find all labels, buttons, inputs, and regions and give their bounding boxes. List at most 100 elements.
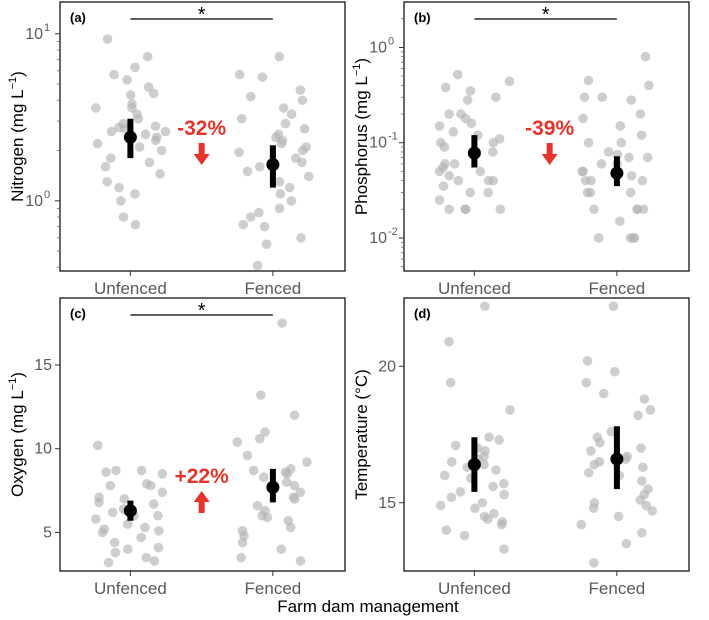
data-point: [286, 196, 297, 206]
data-point: [449, 159, 460, 169]
panel-label: (d): [414, 306, 431, 321]
data-point: [242, 450, 253, 461]
data-point: [637, 175, 648, 186]
data-point: [133, 113, 144, 124]
data-point: [589, 204, 599, 215]
data-point: [297, 95, 308, 106]
data-point: [583, 467, 594, 478]
plot-frame: [59, 1, 346, 272]
data-point: [123, 544, 133, 555]
data-point: [434, 166, 445, 177]
data-point: [470, 503, 480, 514]
significance-star: *: [198, 300, 206, 322]
mean-point: [467, 146, 481, 160]
data-point: [480, 301, 490, 311]
data-point: [487, 147, 498, 157]
data-point: [140, 522, 150, 533]
data-point: [248, 465, 259, 476]
data-point: [97, 527, 108, 538]
mean-point: [467, 458, 481, 472]
data-point: [299, 123, 310, 134]
y-axis-title: Phosphorus (mg L−1): [351, 58, 371, 215]
data-point: [274, 176, 285, 187]
y-tick-label: 20: [378, 358, 396, 375]
data-point: [621, 538, 632, 549]
data-point: [130, 189, 140, 199]
y-tick-label: 15: [34, 357, 52, 374]
data-point: [439, 470, 450, 481]
data-point: [450, 440, 461, 451]
y-axis-title-close: ): [8, 372, 27, 378]
data-point: [633, 410, 643, 421]
data-point: [640, 51, 651, 62]
data-point: [246, 91, 256, 102]
data-point: [141, 552, 152, 563]
data-point: [499, 489, 509, 500]
data-point: [289, 494, 300, 504]
data-point: [586, 446, 596, 456]
data-point: [260, 427, 270, 437]
data-point: [445, 377, 456, 388]
data-point: [150, 121, 161, 131]
x-category-label: Fenced: [589, 579, 646, 598]
y-axis-title-close: ): [8, 71, 27, 77]
data-point: [258, 472, 269, 483]
data-point: [143, 82, 154, 92]
data-point: [118, 212, 129, 222]
data-point: [297, 157, 307, 168]
data-point: [136, 532, 146, 543]
data-point: [101, 467, 111, 477]
data-point: [245, 212, 256, 222]
data-point: [286, 109, 297, 120]
data-point: [597, 92, 608, 103]
significance-star: *: [198, 4, 206, 26]
data-point: [302, 457, 312, 467]
x-category-label: Unfenced: [94, 579, 167, 598]
data-point: [504, 76, 515, 87]
data-point: [446, 457, 457, 467]
data-point: [475, 166, 486, 177]
data-point: [148, 499, 159, 509]
data-point: [116, 196, 126, 206]
data-point: [494, 435, 504, 445]
data-point: [455, 487, 466, 497]
data-point: [446, 492, 457, 503]
panel-d: 15 20 Unfenced Fenced Temperature (°C) (d): [352, 297, 690, 598]
panel-c: 5 10 15 Unfenced Fenced Oxygen (mg L−1) (c) * +2…: [7, 297, 346, 598]
data-point: [448, 127, 459, 137]
data-point: [505, 405, 515, 415]
data-point: [102, 176, 113, 187]
data-point: [444, 204, 455, 215]
y-tick-label: 10: [34, 441, 52, 458]
y-axis-title-text: Temperature (: [352, 394, 371, 500]
data-point: [444, 336, 454, 347]
data-point: [285, 522, 296, 533]
data-point: [150, 135, 161, 146]
data-point: [109, 69, 119, 80]
data-point: [496, 519, 507, 530]
data-point: [598, 388, 609, 399]
y-tick-exponent: 0: [388, 35, 394, 47]
data-point: [281, 477, 292, 488]
data-point: [277, 318, 287, 328]
data-point: [579, 92, 590, 103]
data-point: [111, 465, 121, 476]
data-point: [585, 187, 596, 198]
data-point: [581, 377, 592, 388]
data-point: [465, 187, 475, 198]
data-point: [142, 51, 153, 62]
data-point: [91, 103, 101, 113]
data-point: [644, 80, 654, 91]
data-point: [499, 478, 509, 489]
data-point: [106, 126, 117, 137]
data-point: [624, 152, 634, 163]
panel-a: 100 101 Unfenced Fenced Nitrogen (mg L−1) (a)…: [7, 1, 346, 298]
data-point: [613, 511, 624, 522]
data-point: [289, 410, 300, 421]
data-point: [296, 233, 306, 243]
data-point: [237, 537, 248, 548]
data-point: [92, 138, 103, 149]
mean-point: [266, 480, 280, 494]
data-point: [642, 152, 653, 163]
data-point: [234, 69, 245, 80]
